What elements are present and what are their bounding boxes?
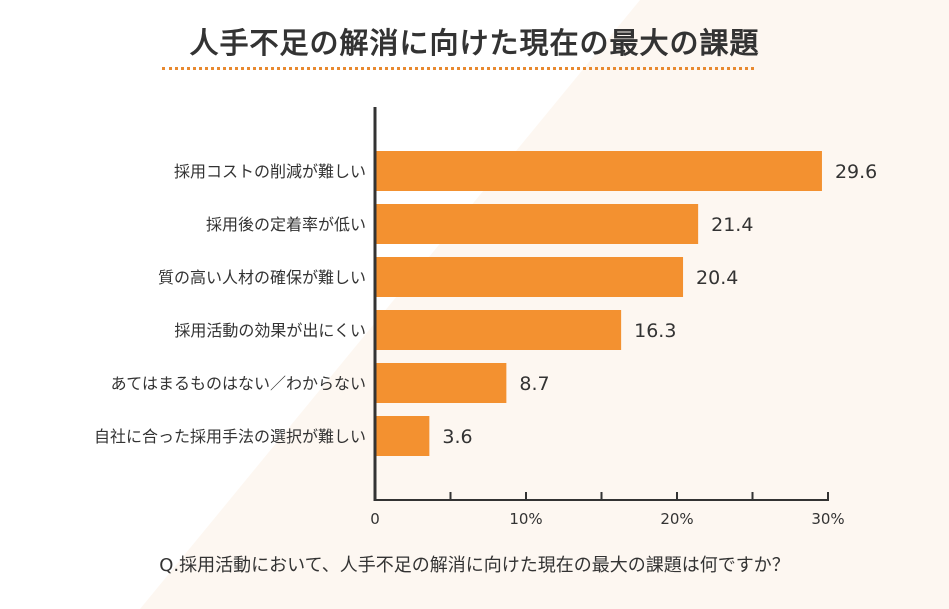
bar [375,257,684,297]
bar [375,310,622,350]
value-label: 8.7 [519,373,549,395]
bar [375,204,699,244]
x-tick-label: 0 [370,510,380,528]
x-tick-label: 20% [660,510,693,528]
value-label: 16.3 [634,320,676,342]
survey-question: Q.採用活動において、人手不足の解消に向けた現在の最大の課題は何ですか？ [159,555,790,576]
bar [375,416,430,456]
bar [375,363,507,403]
category-label: 採用コストの削減が難しい [174,162,366,181]
category-label: 採用後の定着率が低い [206,215,366,234]
x-tick-label: 30% [811,510,844,528]
category-label: 質の高い人材の確保が難しい [158,268,366,287]
category-label: 採用活動の効果が出にくい [174,321,366,340]
value-label: 20.4 [696,267,738,289]
category-label: 自社に合った採用手法の選択が難しい [94,427,366,446]
x-tick-label: 10% [509,510,542,528]
bar [375,151,822,191]
chart-title: 人手不足の解消に向けた現在の最大の課題 [189,26,760,60]
title-underline [162,67,754,70]
value-label: 3.6 [442,426,472,448]
category-label: あてはまるものはない／わからない [111,374,366,393]
value-label: 21.4 [711,214,753,236]
value-label: 29.6 [835,161,877,183]
